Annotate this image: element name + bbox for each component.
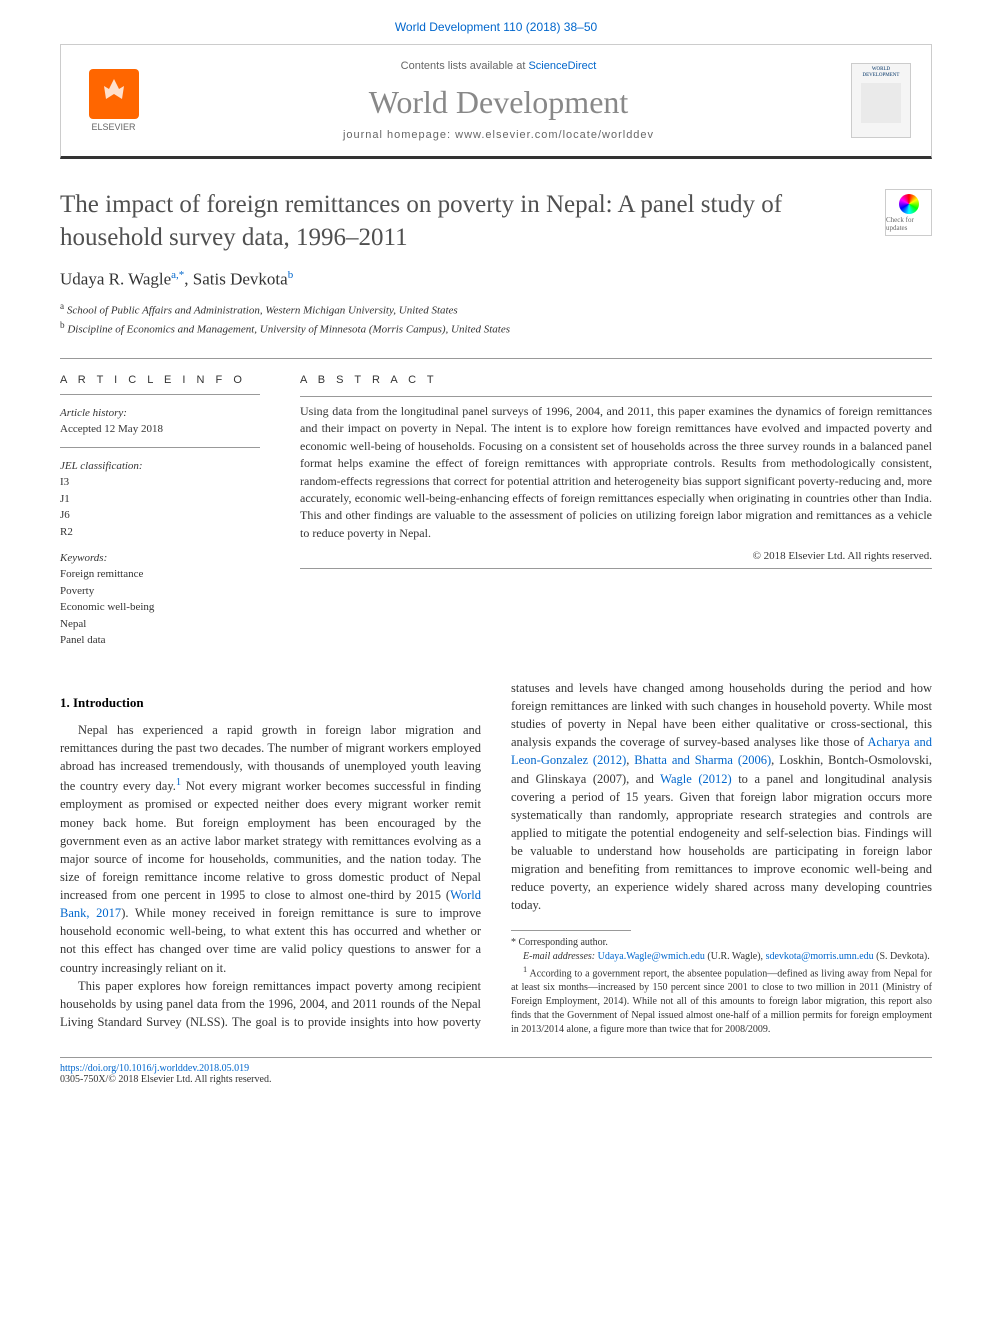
jel-label: JEL classification: [60,460,260,472]
section-1-heading: 1. Introduction [60,694,481,713]
cover-title: WORLD DEVELOPMENT [855,67,907,78]
abstract-column: A B S T R A C T Using data from the long… [300,374,932,649]
journal-header-box: ELSEVIER Contents lists available at Sci… [60,44,932,159]
footnotes-block: * Corresponding author. E-mail addresses… [511,936,932,1037]
issn-copyright: 0305-750X/© 2018 Elsevier Ltd. All right… [60,1074,271,1085]
accepted-date: Accepted 12 May 2018 [60,421,260,438]
abstract-divider [300,396,932,397]
abstract-heading: A B S T R A C T [300,374,932,386]
body-paragraph-1: Nepal has experienced a rapid growth in … [60,721,481,977]
keyword: Foreign remittance [60,566,260,583]
email-label: E-mail addresses: [523,951,595,962]
para1-text-c: ). While money received in foreign remit… [60,906,481,974]
contents-prefix: Contents lists available at [401,60,529,72]
email-link-2[interactable]: sdevkota@morris.umn.edu [766,951,874,962]
header-center: Contents lists available at ScienceDirec… [166,60,831,141]
divider [60,358,932,359]
crossmark-icon [899,194,919,214]
abstract-divider-bottom [300,568,932,569]
article-history-label: Article history: [60,407,260,419]
abstract-copyright: © 2018 Elsevier Ltd. All rights reserved… [300,550,932,562]
email-link-1[interactable]: Udaya.Wagle@wmich.edu [598,951,705,962]
keywords-label: Keywords: [60,552,260,564]
journal-homepage-line: journal homepage: www.elsevier.com/locat… [166,129,831,141]
body-text-columns: 1. Introduction Nepal has experienced a … [60,679,932,1037]
homepage-url[interactable]: www.elsevier.com/locate/worlddev [455,129,654,141]
footnote-rule [511,930,631,931]
email-name-1: (U.R. Wagle), [705,951,766,962]
email-addresses-line: E-mail addresses: Udaya.Wagle@wmich.edu … [511,950,932,964]
article-title: The impact of foreign remittances on pov… [60,189,865,254]
keyword: Panel data [60,632,260,649]
footnote-1: 1 According to a government report, the … [511,964,932,1037]
bottom-meta: https://doi.org/10.1016/j.worlddev.2018.… [60,1057,932,1085]
footnote-1-text: According to a government report, the ab… [511,968,932,1035]
citation-bhatta[interactable]: Bhatta and Sharma (2006) [634,753,771,767]
crossmark-label: Check for updates [886,216,931,232]
affiliation-b-text: Discipline of Economics and Management, … [67,323,510,335]
cover-image-placeholder [861,83,901,123]
jel-code: J6 [60,507,260,524]
info-abstract-row: A R T I C L E I N F O Article history: A… [60,374,932,649]
contents-available-line: Contents lists available at ScienceDirec… [166,60,831,72]
journal-cover-thumbnail[interactable]: WORLD DEVELOPMENT [851,63,911,138]
info-divider-2 [60,447,260,448]
article-info-heading: A R T I C L E I N F O [60,374,260,386]
authors-line: Udaya R. Waglea,*, Satis Devkotab [60,269,932,290]
affiliation-b: b Discipline of Economics and Management… [60,319,932,338]
author-2[interactable]: , Satis Devkota [184,270,287,289]
jel-code: R2 [60,524,260,541]
journal-name: World Development [166,84,831,121]
elsevier-tree-icon [89,69,139,119]
title-row: The impact of foreign remittances on pov… [60,189,932,254]
author-2-sup: b [288,269,294,281]
affiliation-a: a School of Public Affairs and Administr… [60,300,932,319]
email-name-2: (S. Devkota). [874,951,930,962]
citation-header[interactable]: World Development 110 (2018) 38–50 [60,20,932,34]
elsevier-logo[interactable]: ELSEVIER [81,63,146,138]
corresponding-author-note: * Corresponding author. [511,936,932,950]
para2-text-d: to a panel and longitudinal analysis cov… [511,772,932,913]
author-1-sup: a,* [171,269,184,281]
jel-code: J1 [60,491,260,508]
abstract-text: Using data from the longitudinal panel s… [300,403,932,542]
keyword: Poverty [60,583,260,600]
elsevier-label: ELSEVIER [91,122,135,132]
affiliation-a-text: School of Public Affairs and Administrat… [67,304,458,316]
doi-link[interactable]: https://doi.org/10.1016/j.worlddev.2018.… [60,1063,249,1074]
keyword: Economic well-being [60,599,260,616]
article-info-column: A R T I C L E I N F O Article history: A… [60,374,260,649]
jel-code: I3 [60,474,260,491]
info-divider [60,394,260,395]
sciencedirect-link[interactable]: ScienceDirect [528,60,596,72]
crossmark-badge[interactable]: Check for updates [885,189,932,236]
homepage-prefix: journal homepage: [343,129,455,141]
keyword: Nepal [60,616,260,633]
affiliations: a School of Public Affairs and Administr… [60,300,932,338]
article-page: World Development 110 (2018) 38–50 ELSEV… [0,0,992,1125]
author-1[interactable]: Udaya R. Wagle [60,270,171,289]
citation-wagle[interactable]: Wagle (2012) [660,772,731,786]
para1-text-b: Not every migrant worker becomes success… [60,779,481,902]
